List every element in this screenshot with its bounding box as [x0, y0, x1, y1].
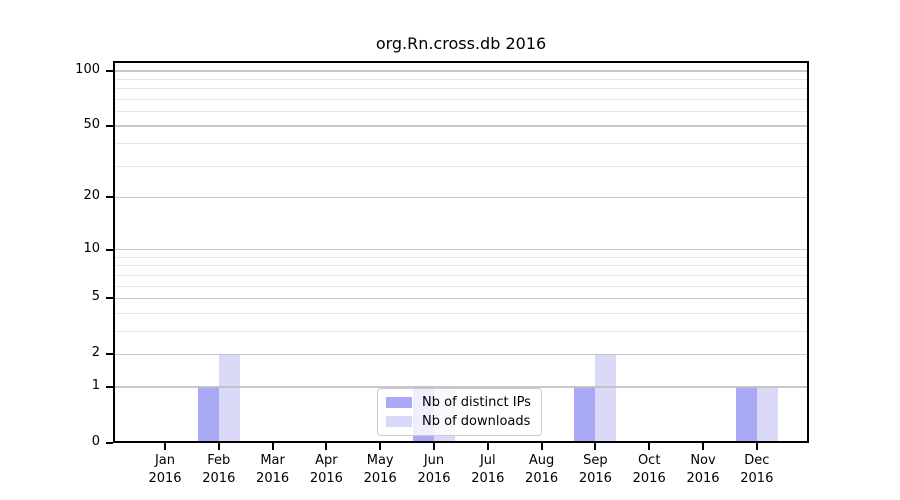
bar-feb-downloads: [218, 354, 240, 443]
x-tick: [433, 443, 435, 450]
plot-area: [113, 61, 809, 443]
y-tick: [106, 124, 113, 127]
y-tick: [106, 353, 113, 356]
y-tick: [106, 297, 113, 300]
year-label: 2016: [309, 471, 343, 486]
x-tick: [271, 443, 274, 450]
y-tick: [106, 442, 113, 444]
major-gridline: [113, 196, 809, 199]
x-tick: [755, 443, 758, 450]
month-label: May: [366, 453, 394, 468]
y-tick: [106, 196, 113, 199]
x-tick-label: Jan 2016: [133, 452, 197, 488]
minor-gridline: [113, 142, 809, 144]
y-tick: [106, 69, 113, 72]
month-label: Aug: [528, 453, 555, 468]
y-tick: [106, 248, 113, 251]
x-tick-label: Mar 2016: [241, 452, 305, 488]
legend-swatch-icon: [386, 416, 412, 427]
year-label: 2016: [525, 471, 559, 486]
bar-feb-ips: [197, 387, 219, 443]
x-tick-label: Sep 2016: [563, 452, 627, 488]
major-gridline: [113, 297, 809, 300]
minor-gridline: [113, 98, 809, 100]
legend-swatch-icon: [386, 397, 412, 408]
minor-gridline: [113, 330, 809, 332]
x-tick: [540, 443, 543, 450]
minor-gridline: [113, 110, 809, 112]
x-tick-label: Apr 2016: [294, 452, 358, 488]
y-tick-label: 2: [91, 345, 100, 361]
legend-label: Nb of distinct IPs: [422, 395, 531, 410]
x-tick: [594, 443, 597, 450]
y-tick-label: 20: [83, 188, 100, 204]
x-tick: [648, 443, 651, 450]
month-label: Jun: [423, 453, 445, 468]
minor-gridline: [113, 88, 809, 90]
year-label: 2016: [256, 471, 290, 486]
y-tick-label: 5: [91, 289, 100, 305]
minor-gridline: [113, 165, 809, 167]
legend-item: Nb of distinct IPs: [386, 395, 531, 410]
x-tick-label: May 2016: [348, 452, 412, 488]
year-label: 2016: [202, 471, 236, 486]
y-tick-label: 1: [91, 378, 100, 394]
x-tick: [217, 443, 220, 450]
bar-sep-ips: [574, 387, 596, 443]
minor-gridline: [113, 265, 809, 267]
month-label: Feb: [207, 453, 231, 468]
major-gridline: [113, 386, 809, 388]
y-tick-label: 10: [83, 240, 100, 256]
year-label: 2016: [148, 471, 182, 486]
minor-gridline: [113, 78, 809, 80]
month-label: Mar: [260, 453, 285, 468]
y-tick: [106, 386, 113, 389]
month-label: Jan: [154, 453, 176, 468]
x-tick: [702, 443, 704, 450]
legend-item: Nb of downloads: [386, 414, 531, 429]
year-label: 2016: [686, 471, 720, 486]
x-tick-label: Jun 2016: [402, 452, 466, 488]
minor-gridline: [113, 285, 809, 287]
bar-dec-downloads: [756, 387, 778, 443]
x-tick: [325, 443, 328, 450]
month-label: Oct: [637, 453, 661, 468]
legend: Nb of distinct IPs Nb of downloads: [377, 388, 542, 436]
x-tick: [486, 443, 489, 450]
year-label: 2016: [632, 471, 666, 486]
major-gridline: [113, 248, 809, 251]
month-label: Sep: [583, 453, 608, 468]
year-label: 2016: [363, 471, 397, 486]
legend-label: Nb of downloads: [422, 414, 531, 429]
major-gridline: [113, 70, 809, 72]
x-tick-label: Oct 2016: [617, 452, 681, 488]
chart-title: org.Rn.cross.db 2016: [375, 34, 547, 53]
month-label: Jul: [479, 453, 496, 468]
minor-gridline: [113, 274, 809, 276]
year-label: 2016: [471, 471, 505, 486]
major-gridline: [113, 353, 809, 356]
x-tick-label: Jul 2016: [456, 452, 520, 488]
x-tick: [379, 443, 382, 450]
bar-sep-downloads: [595, 354, 617, 443]
month-label: Apr: [315, 453, 338, 468]
y-tick-label: 50: [83, 116, 100, 132]
year-label: 2016: [740, 471, 774, 486]
y-tick-label: 100: [75, 61, 100, 77]
bar-dec-ips: [735, 387, 757, 443]
year-label: 2016: [578, 471, 612, 486]
x-tick-label: Dec 2016: [725, 452, 789, 488]
year-label: 2016: [417, 471, 451, 486]
minor-gridline: [113, 312, 809, 314]
minor-gridline: [113, 256, 809, 258]
x-tick-label: Feb 2016: [187, 452, 251, 488]
month-label: Dec: [744, 453, 770, 468]
month-label: Nov: [690, 453, 716, 468]
y-tick-label: 0: [91, 434, 100, 449]
major-gridline: [113, 125, 809, 127]
x-tick-label: Aug 2016: [510, 452, 574, 488]
x-tick: [164, 443, 166, 450]
x-tick-label: Nov 2016: [671, 452, 735, 488]
